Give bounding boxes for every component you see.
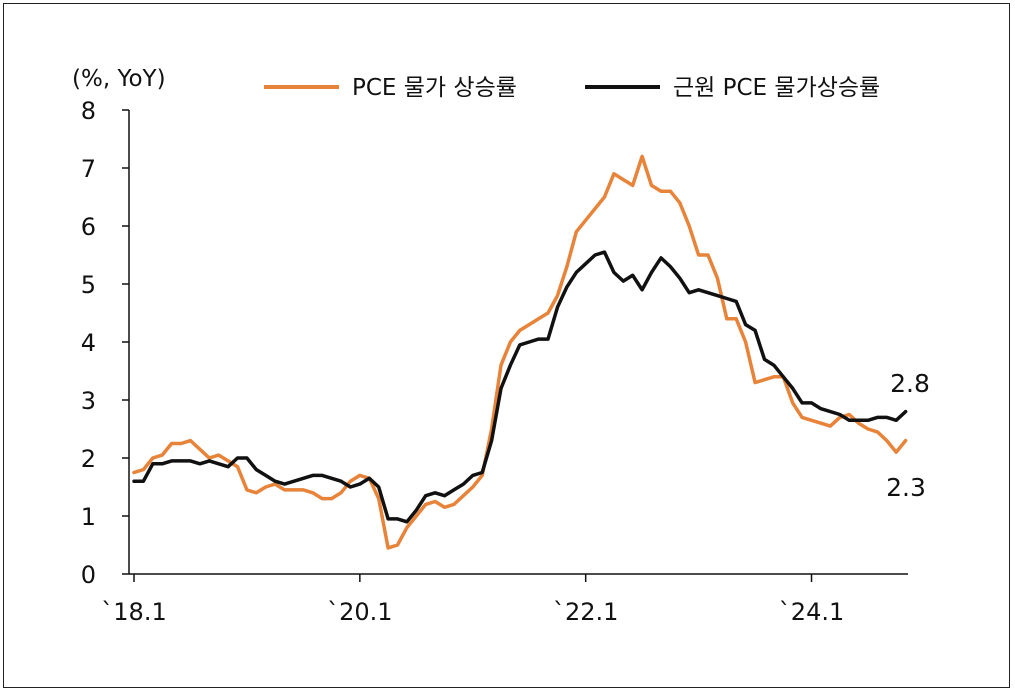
y-tick-label: 1 [81, 503, 96, 531]
legend: PCE 물가 상승률 근원 PCE 물가상승률 [264, 75, 880, 101]
y-tick-label: 6 [81, 213, 96, 241]
series-group [132, 154, 908, 550]
end-label-pce: 2.3 [886, 473, 926, 502]
series-line-pce [132, 154, 908, 550]
y-tick-label: 3 [81, 387, 96, 415]
y-axis-unit-label: (%, YoY) [72, 66, 166, 92]
x-tick-label: `18.1 [101, 598, 166, 626]
series-line-core-pce [132, 250, 908, 524]
y-tick-label: 7 [81, 155, 96, 183]
x-tick-label: `22.1 [553, 598, 618, 626]
end-label-core-pce: 2.8 [890, 369, 930, 398]
x-axis: `18.1 `20.1 `22.1 `24.1 [101, 573, 908, 626]
x-tick-label: `20.1 [327, 598, 392, 626]
y-tick-label: 8 [81, 97, 96, 125]
legend-label-pce: PCE 물가 상승률 [352, 75, 517, 101]
y-tick-label: 4 [81, 329, 96, 357]
y-axis: 0 1 2 3 4 5 6 7 8 [81, 97, 130, 589]
y-tick-label: 0 [81, 561, 96, 589]
x-tick-label: `24.1 [779, 598, 844, 626]
y-tick-label: 2 [81, 445, 96, 473]
y-tick-label: 5 [81, 271, 96, 299]
legend-label-core-pce: 근원 PCE 물가상승률 [673, 75, 880, 101]
